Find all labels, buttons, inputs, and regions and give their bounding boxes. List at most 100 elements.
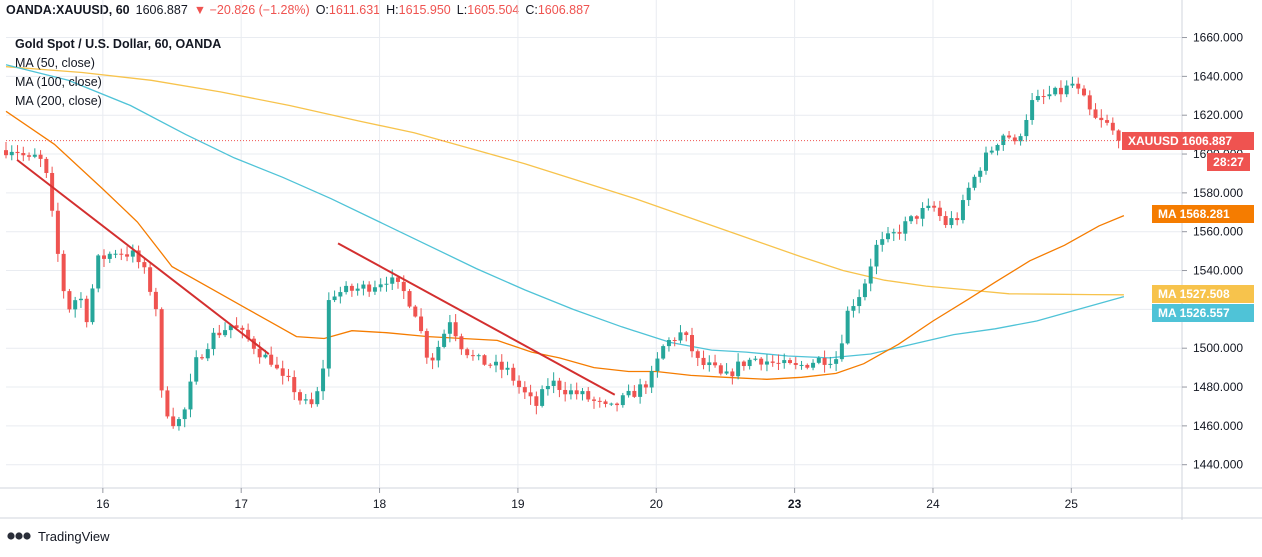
tradingview-branding[interactable]: TradingView bbox=[6, 528, 110, 544]
candle-body bbox=[349, 285, 354, 291]
candle-body bbox=[534, 396, 539, 406]
candle-body bbox=[880, 239, 885, 245]
legend-ma100[interactable]: MA (100, close) bbox=[15, 75, 102, 89]
candle-body bbox=[67, 291, 72, 310]
low-value: 1605.504 bbox=[467, 3, 520, 17]
legend-ma50[interactable]: MA (50, close) bbox=[15, 56, 95, 70]
candle-body bbox=[142, 262, 147, 268]
tradingview-logo-icon bbox=[7, 532, 31, 540]
open-label: O: bbox=[315, 3, 329, 17]
candle-body bbox=[960, 200, 965, 221]
candle-body bbox=[874, 244, 879, 267]
candle-body bbox=[401, 281, 406, 292]
candle-body bbox=[909, 216, 914, 222]
candle-body bbox=[920, 208, 925, 219]
current-price-symbol: XAUUSD bbox=[1128, 134, 1179, 148]
candle-body bbox=[482, 355, 487, 365]
candle-body bbox=[828, 363, 833, 365]
candle-body bbox=[442, 333, 447, 347]
close-value: 1606.887 bbox=[537, 3, 590, 17]
chart-legend: Gold Spot / U.S. Dollar, 60, OANDA MA (5… bbox=[15, 35, 221, 111]
ma100-line bbox=[5, 64, 1125, 359]
candle-body bbox=[1082, 88, 1086, 96]
candle-body bbox=[223, 330, 228, 336]
candle-body bbox=[966, 187, 971, 201]
candle-body bbox=[303, 399, 308, 401]
candle-body bbox=[447, 322, 452, 334]
candle-body bbox=[701, 357, 706, 366]
low-label: L: bbox=[456, 3, 468, 17]
y-tick-label: 1540.000 bbox=[1193, 264, 1243, 278]
candle-body bbox=[724, 371, 729, 374]
y-tick-label: 1660.000 bbox=[1193, 31, 1243, 45]
candle-body bbox=[574, 390, 579, 395]
candle-body bbox=[384, 283, 389, 285]
candle-body bbox=[661, 346, 666, 359]
x-tick-label: 19 bbox=[511, 497, 525, 511]
trendlines-layer[interactable] bbox=[16, 159, 616, 396]
candles-layer bbox=[4, 76, 1121, 431]
candle-body bbox=[517, 380, 522, 388]
candle-body bbox=[932, 205, 937, 208]
candle-body bbox=[280, 368, 285, 376]
candle-body bbox=[1116, 130, 1121, 141]
x-tick-label: 25 bbox=[1065, 497, 1079, 511]
candle-body bbox=[251, 338, 256, 349]
symbol-name[interactable]: OANDA:XAUUSD, 60 bbox=[6, 3, 130, 17]
candle-body bbox=[563, 389, 568, 395]
candle-body bbox=[834, 359, 839, 364]
candle-body bbox=[257, 348, 262, 358]
candle-body bbox=[413, 306, 418, 317]
candle-body bbox=[609, 403, 614, 405]
candle-body bbox=[361, 284, 366, 289]
close-label: C: bbox=[525, 3, 538, 17]
candle-body bbox=[989, 150, 994, 153]
x-tick-label: 20 bbox=[650, 497, 664, 511]
candle-body bbox=[799, 364, 804, 366]
candle-body bbox=[713, 362, 718, 366]
candle-body bbox=[1007, 135, 1012, 138]
candle-body bbox=[1047, 94, 1052, 97]
candle-body bbox=[171, 416, 176, 427]
candle-body bbox=[96, 255, 101, 289]
candle-body bbox=[914, 216, 919, 219]
legend-ma200[interactable]: MA (200, close) bbox=[15, 94, 102, 108]
candle-body bbox=[430, 357, 435, 361]
candle-body bbox=[857, 297, 862, 307]
candle-body bbox=[50, 172, 55, 211]
candle-body bbox=[649, 371, 654, 388]
candle-body bbox=[955, 218, 960, 221]
candle-body bbox=[148, 267, 153, 292]
candle-body bbox=[228, 325, 233, 331]
chart-grid bbox=[6, 0, 1182, 488]
candle-body bbox=[684, 332, 689, 336]
candle-body bbox=[903, 221, 908, 234]
candle-body bbox=[557, 380, 562, 390]
candle-body bbox=[1035, 96, 1040, 101]
candle-body bbox=[419, 316, 424, 332]
x-tick-label: 16 bbox=[96, 497, 110, 511]
candle-body bbox=[240, 327, 245, 330]
candle-body bbox=[972, 176, 977, 188]
candle-body bbox=[488, 364, 493, 366]
y-tick-label: 1620.000 bbox=[1193, 108, 1243, 122]
candle-body bbox=[378, 284, 383, 288]
candle-body bbox=[747, 359, 752, 367]
candle-body bbox=[61, 253, 66, 292]
candle-body bbox=[995, 145, 1000, 151]
candle-body bbox=[44, 158, 49, 173]
candle-body bbox=[90, 288, 95, 323]
candle-body bbox=[125, 254, 130, 257]
legend-title: Gold Spot / U.S. Dollar, 60, OANDA bbox=[15, 37, 222, 51]
candle-body bbox=[211, 332, 216, 350]
countdown-value: 28:27 bbox=[1213, 155, 1244, 169]
y-tick-label: 1560.000 bbox=[1193, 225, 1243, 239]
candle-body bbox=[1087, 95, 1092, 110]
candle-body bbox=[338, 292, 343, 297]
candle-body bbox=[580, 391, 585, 395]
candle-body bbox=[788, 360, 792, 364]
last-price: 1606.887 bbox=[135, 3, 188, 17]
candle-body bbox=[355, 288, 360, 291]
candle-body bbox=[188, 381, 193, 410]
